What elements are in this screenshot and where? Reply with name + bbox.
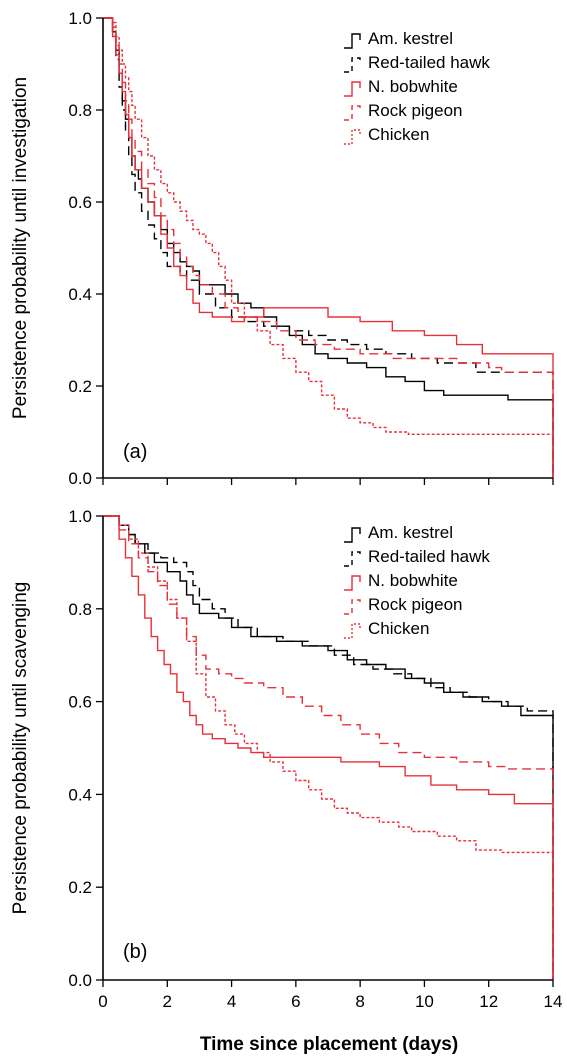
x-tick-label: 12 (479, 992, 498, 1011)
y-tick-label: 0.2 (68, 377, 92, 396)
y-tick-label: 0.8 (68, 600, 92, 619)
legend-label: Rock pigeon (368, 595, 463, 614)
legend-symbol (344, 623, 361, 639)
y-tick-label: 0.4 (68, 785, 92, 804)
y-axis-title: Persistence probability until scavenging (10, 582, 31, 915)
legend-label: N. bobwhite (368, 571, 458, 590)
panel-b: 0.0 0.2 0.4 0.6 0.8 1.0 0 2 4 6 8 10 12 14 Persistence… (10, 507, 562, 1011)
panel-label: (b) (123, 941, 147, 963)
legend: Am. kestrel Red-tailed hawk N. bobwhite Roc… (344, 523, 490, 639)
legend-label: Am. kestrel (368, 523, 453, 542)
legend: Am. kestrel Red-tailed hawk N. bobwhite Roc… (344, 29, 490, 145)
panel-label: (a) (123, 441, 147, 463)
series-line-red-tailed-hawk (103, 515, 554, 980)
legend-symbol (344, 575, 361, 591)
y-tick-label: 0.8 (68, 101, 92, 120)
series-line-chicken (103, 17, 554, 478)
legend-label: Chicken (368, 619, 429, 638)
series-line-am-kestrel (103, 515, 554, 980)
legend-label: Rock pigeon (368, 101, 463, 120)
legend-symbol (344, 527, 361, 543)
legend-label: Red-tailed hawk (368, 53, 490, 72)
legend-symbol (344, 129, 361, 145)
legend-label: Chicken (368, 125, 429, 144)
series-line-n-bobwhite (103, 515, 554, 980)
panel-a: 0.0 0.2 0.4 0.6 0.8 1.0 Persistence probabilit… (10, 9, 554, 488)
series-line-rock-pigeon (103, 515, 554, 980)
legend-symbol (344, 81, 361, 97)
legend-label: N. bobwhite (368, 77, 458, 96)
legend-symbol (344, 105, 361, 121)
legend-label: Am. kestrel (368, 29, 453, 48)
series-line-n-bobwhite (103, 17, 554, 478)
legend-symbol (344, 551, 361, 567)
legend-symbol (344, 33, 361, 49)
y-axis-title: Persistence probability until investigat… (10, 77, 31, 419)
y-tick-label: 0.6 (68, 193, 92, 212)
series-line-chicken (103, 515, 554, 980)
legend-label: Red-tailed hawk (368, 547, 490, 566)
legend-symbol (344, 599, 361, 615)
y-tick-label: 1.0 (68, 9, 92, 28)
x-tick-label: 4 (227, 992, 236, 1011)
y-tick-label: 1.0 (68, 507, 92, 526)
x-axis-title: Time since placement (days) (200, 1034, 458, 1055)
x-tick-label: 14 (544, 992, 563, 1011)
y-tick-label: 0.0 (68, 469, 92, 488)
y-tick-label: 0.4 (68, 285, 92, 304)
y-tick-label: 0.2 (68, 878, 92, 897)
legend-symbol (344, 57, 361, 73)
series-line-rock-pigeon (103, 17, 554, 478)
x-tick-label: 8 (355, 992, 364, 1011)
y-tick-label: 0.6 (68, 693, 92, 712)
y-tick-label: 0.0 (68, 971, 92, 990)
x-tick-label: 10 (415, 992, 434, 1011)
x-tick-label: 6 (291, 992, 300, 1011)
x-tick-label: 2 (163, 992, 172, 1011)
x-tick-label: 0 (98, 992, 107, 1011)
